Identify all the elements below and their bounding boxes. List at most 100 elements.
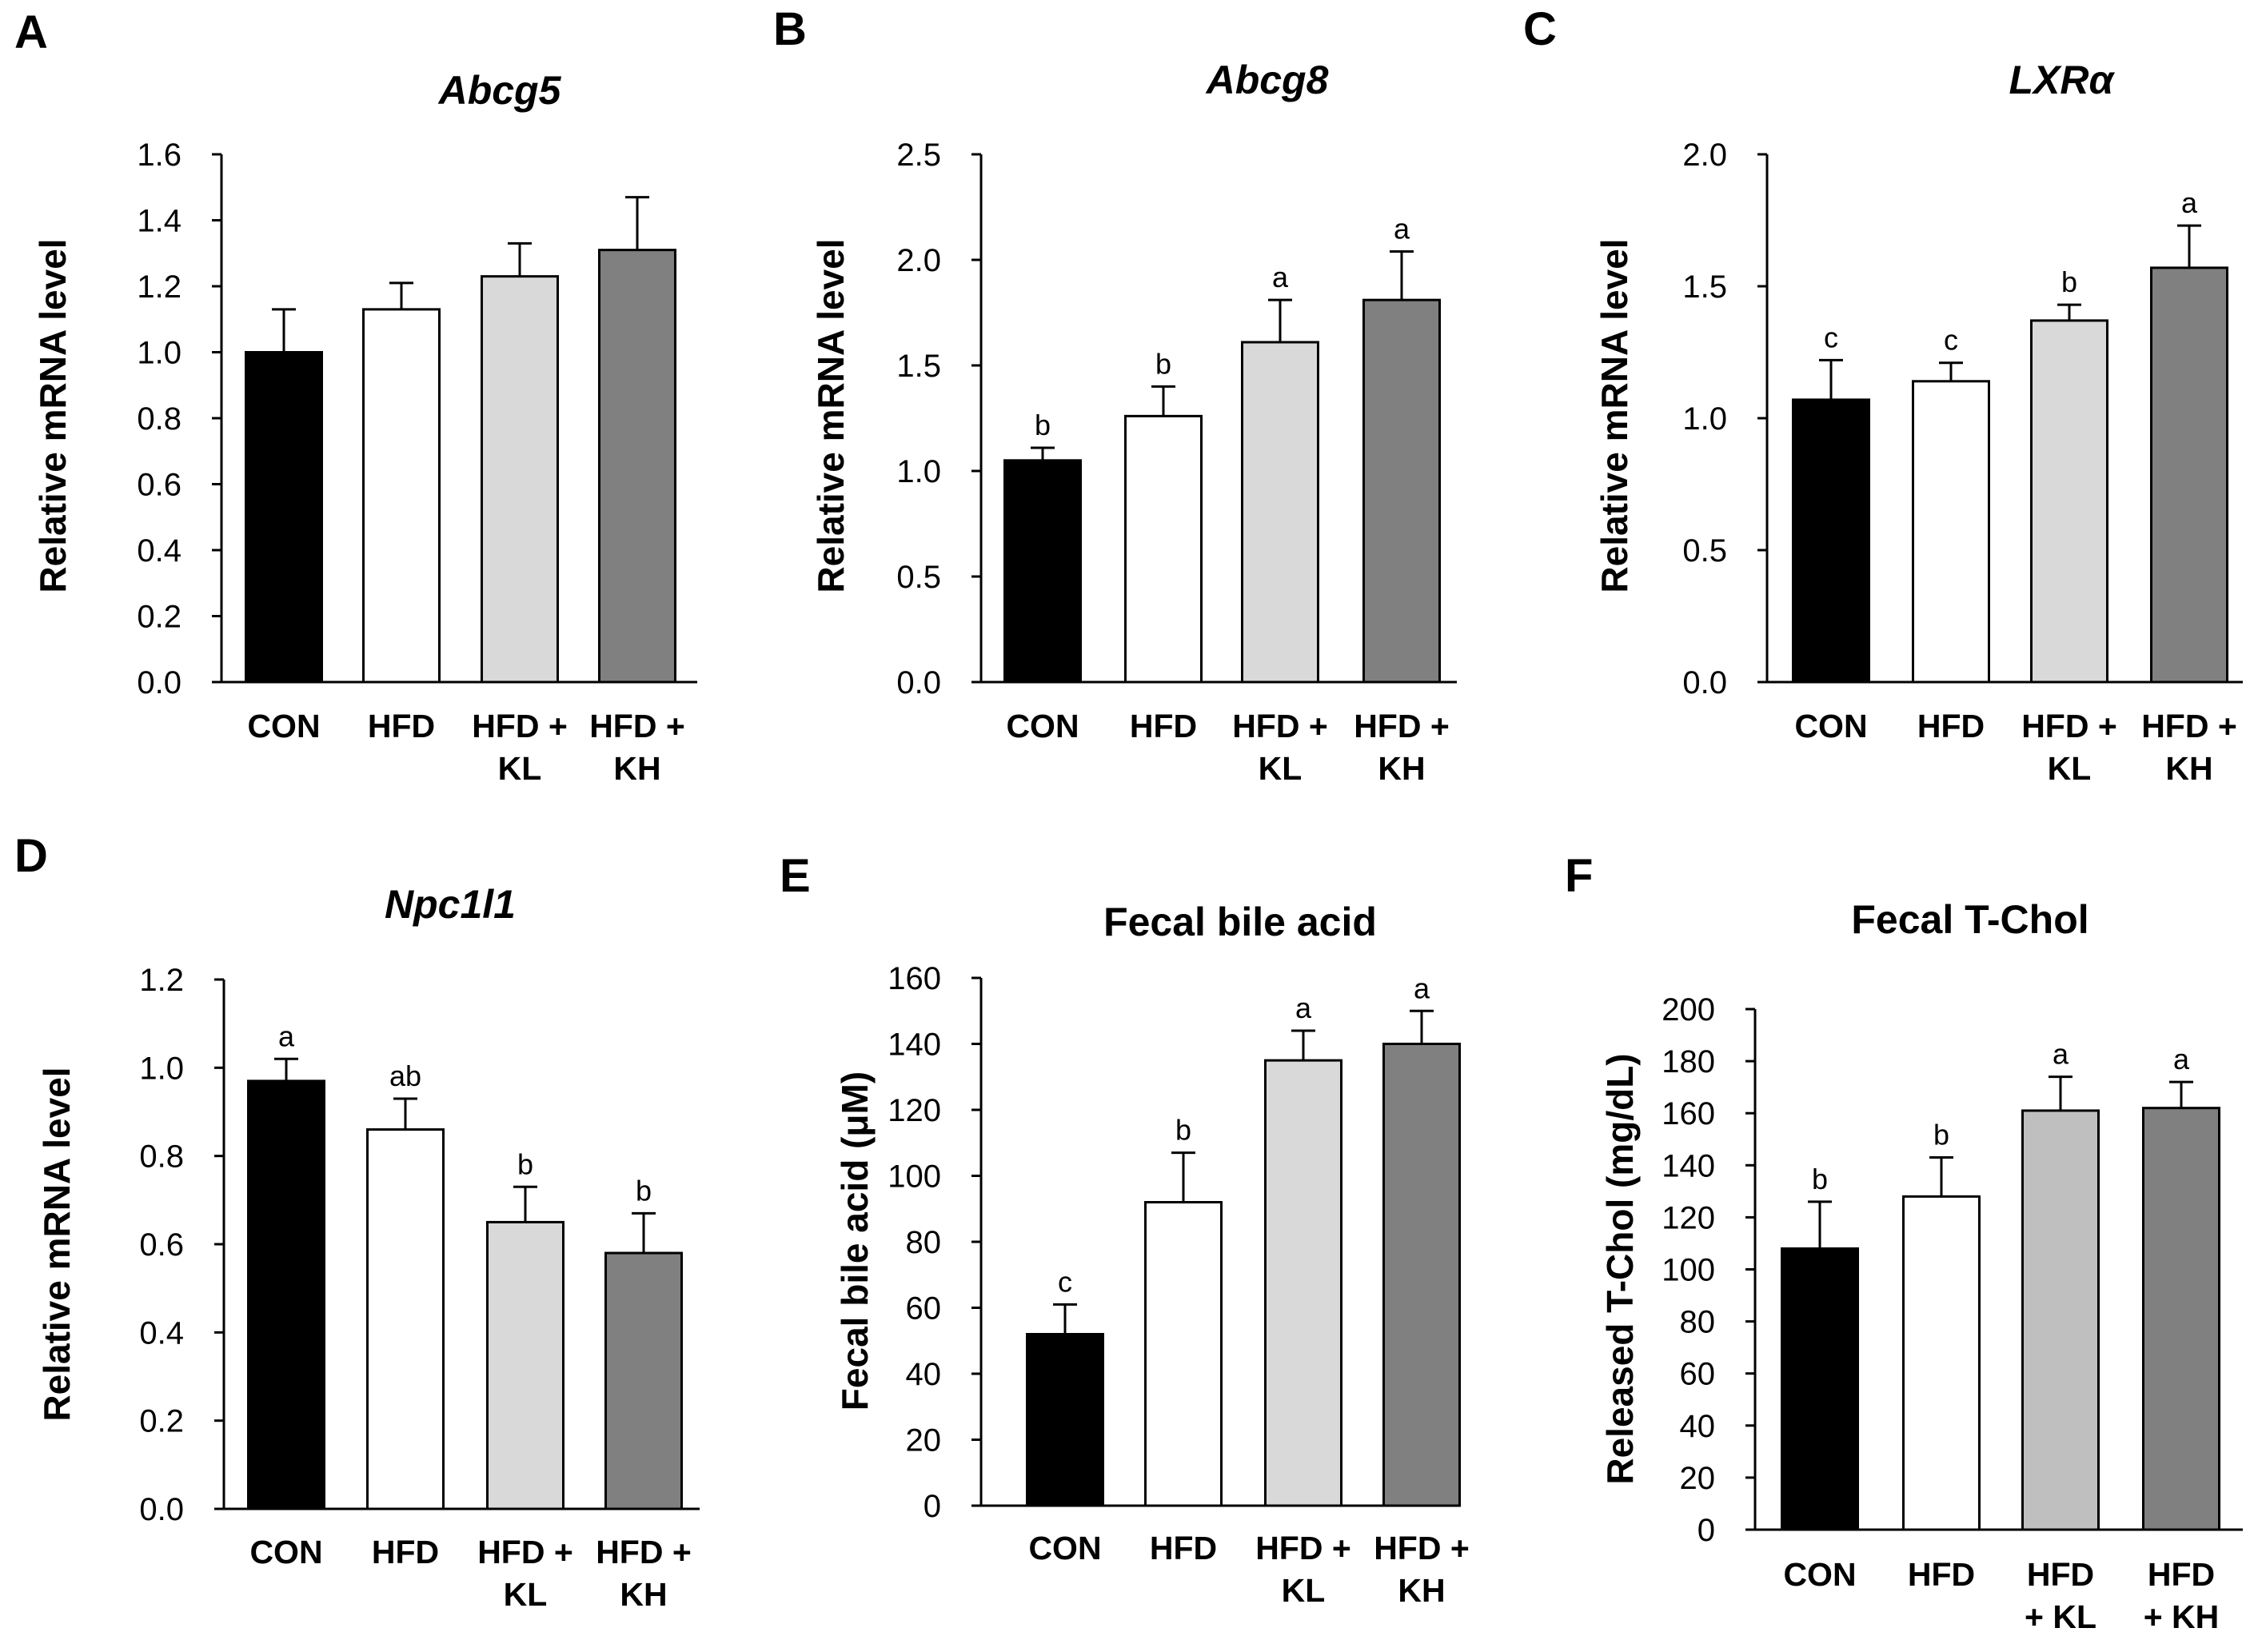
- bar-f-3: [2021, 1109, 2100, 1531]
- y-tick-label-b-1: 0.5: [896, 560, 941, 595]
- significance-label-b-1: b: [1035, 409, 1051, 441]
- category-label-d-1-1: CON: [249, 1534, 322, 1570]
- bar-b-4: [1362, 298, 1441, 684]
- y-tick-label-e-8: 160: [888, 961, 941, 996]
- category-label-e-4-2: KH: [1398, 1572, 1445, 1609]
- y-axis-label-c: Relative mRNA level: [1594, 238, 1635, 593]
- y-tick-label-d-3: 0.6: [139, 1227, 184, 1263]
- category-label-b-4-2: KH: [1378, 750, 1425, 787]
- category-label-a-4-2: KH: [613, 750, 660, 787]
- significance-label-f-1: b: [1812, 1163, 1828, 1195]
- y-tick-label-f-3: 60: [1680, 1357, 1716, 1392]
- y-tick-label-a-2: 0.4: [137, 533, 182, 569]
- error-bar-b-1: [1031, 446, 1055, 461]
- panel-label-e: E: [780, 850, 811, 902]
- panel-a: A Abcg5 Relative mRNA level 0.0 0.2 0.4 0.6 0.8…: [14, 6, 697, 787]
- significance-label-e-2: b: [1175, 1114, 1191, 1147]
- bar-e-4: [1382, 1043, 1461, 1507]
- y-tick-label-e-0: 0: [924, 1489, 941, 1524]
- category-label-f-3-2: + KL: [2025, 1598, 2096, 1635]
- bar-c-2: [1912, 380, 1990, 684]
- bar-a-1: [245, 351, 323, 684]
- y-tick-label-b-0: 0.0: [896, 665, 941, 700]
- category-label-f-3-1: HFD: [2027, 1556, 2094, 1593]
- category-label-b-1-1: CON: [1006, 708, 1079, 744]
- significance-label-f-3: a: [2053, 1038, 2069, 1071]
- y-tick-label-f-10: 200: [1662, 992, 1715, 1028]
- bar-a-4: [598, 249, 676, 684]
- y-tick-label-f-2: 40: [1680, 1409, 1716, 1444]
- y-tick-label-d-5: 1.0: [139, 1051, 184, 1086]
- y-tick-label-a-3: 0.6: [137, 468, 182, 503]
- error-bar-b-4: [1390, 249, 1414, 301]
- category-label-c-4-1: HFD +: [2141, 708, 2237, 744]
- significance-label-c-3: b: [2061, 265, 2077, 298]
- y-tick-label-a-5: 1.0: [137, 336, 182, 371]
- y-tick-label-e-4: 80: [906, 1225, 942, 1260]
- category-label-a-4-1: HFD +: [589, 708, 685, 744]
- category-label-d-3-2: KL: [504, 1576, 548, 1613]
- bar-d-4: [604, 1251, 683, 1510]
- bar-f-1: [1781, 1247, 1859, 1531]
- y-tick-label-d-2: 0.4: [139, 1315, 184, 1351]
- error-bar-f-2: [1929, 1156, 1953, 1197]
- significance-label-e-1: c: [1058, 1265, 1072, 1298]
- y-tick-label-d-6: 1.2: [139, 963, 184, 998]
- panel-d: D Npc1l1 Relative mRNA level a ab b b 0.0 0.2 0.4…: [14, 830, 700, 1613]
- error-bar-a-1: [272, 308, 296, 353]
- category-label-b-2-1: HFD: [1130, 708, 1197, 744]
- error-bar-c-1: [1819, 358, 1843, 400]
- significance-label-d-3: b: [517, 1147, 533, 1180]
- y-tick-label-c-2: 1.0: [1682, 401, 1727, 437]
- y-tick-label-c-4: 2.0: [1682, 138, 1727, 173]
- chart-title-c: LXRα: [2009, 58, 2115, 102]
- category-label-c-3-1: HFD +: [2021, 708, 2117, 744]
- panel-e: E Fecal bile acid Fecal bile acid (μM) c b a a…: [780, 850, 1470, 1609]
- category-label-b-3-1: HFD +: [1232, 708, 1328, 744]
- y-tick-label-f-9: 180: [1662, 1044, 1715, 1079]
- error-bar-a-2: [389, 281, 413, 309]
- significance-label-e-4: a: [1414, 972, 1430, 1004]
- bar-c-3: [2030, 319, 2108, 684]
- category-label-c-1-1: CON: [1794, 708, 1867, 744]
- category-label-e-4-1: HFD +: [1374, 1530, 1470, 1566]
- significance-label-c-4: a: [2181, 186, 2198, 219]
- category-label-a-2-1: HFD: [368, 708, 435, 744]
- category-label-f-4-2: + KH: [2144, 1598, 2220, 1635]
- y-tick-label-f-1: 20: [1680, 1461, 1716, 1496]
- bar-b-3: [1241, 341, 1319, 684]
- y-tick-label-e-3: 60: [906, 1291, 942, 1327]
- category-label-a-3-1: HFD +: [472, 708, 568, 744]
- y-tick-label-b-4: 2.0: [896, 243, 941, 278]
- y-axis-label-f: Released T-Chol (mg/dL): [1599, 1053, 1641, 1484]
- significance-label-c-2: c: [1944, 324, 1958, 357]
- category-label-f-2-1: HFD: [1908, 1556, 1975, 1593]
- significance-label-b-2: b: [1155, 347, 1171, 380]
- significance-label-f-4: a: [2173, 1043, 2190, 1075]
- y-tick-label-e-6: 120: [888, 1093, 941, 1128]
- y-tick-label-b-5: 2.5: [896, 138, 941, 173]
- error-bar-e-3: [1291, 1029, 1315, 1061]
- bar-e-3: [1264, 1059, 1342, 1507]
- y-tick-label-f-5: 100: [1662, 1253, 1715, 1288]
- category-label-e-3-2: KL: [1282, 1572, 1326, 1609]
- error-bar-a-4: [625, 196, 649, 250]
- y-tick-label-e-5: 100: [888, 1159, 941, 1195]
- y-tick-label-c-0: 0.0: [1682, 665, 1727, 700]
- bar-b-2: [1124, 414, 1203, 684]
- y-tick-label-f-4: 80: [1680, 1305, 1716, 1340]
- significance-label-f-2: b: [1933, 1119, 1949, 1151]
- chart-title-a: Abcg5: [437, 68, 562, 113]
- y-tick-label-a-0: 0.0: [137, 665, 182, 700]
- y-tick-label-b-3: 1.5: [896, 349, 941, 384]
- bar-e-1: [1026, 1333, 1104, 1507]
- error-bar-b-3: [1268, 298, 1292, 342]
- bar-e-2: [1144, 1201, 1223, 1507]
- bar-d-3: [486, 1220, 564, 1510]
- panel-label-b: B: [773, 3, 807, 55]
- error-bar-e-4: [1410, 1009, 1434, 1044]
- error-bar-e-2: [1171, 1151, 1195, 1203]
- error-bar-d-1: [274, 1057, 298, 1081]
- y-tick-label-a-8: 1.6: [137, 138, 182, 173]
